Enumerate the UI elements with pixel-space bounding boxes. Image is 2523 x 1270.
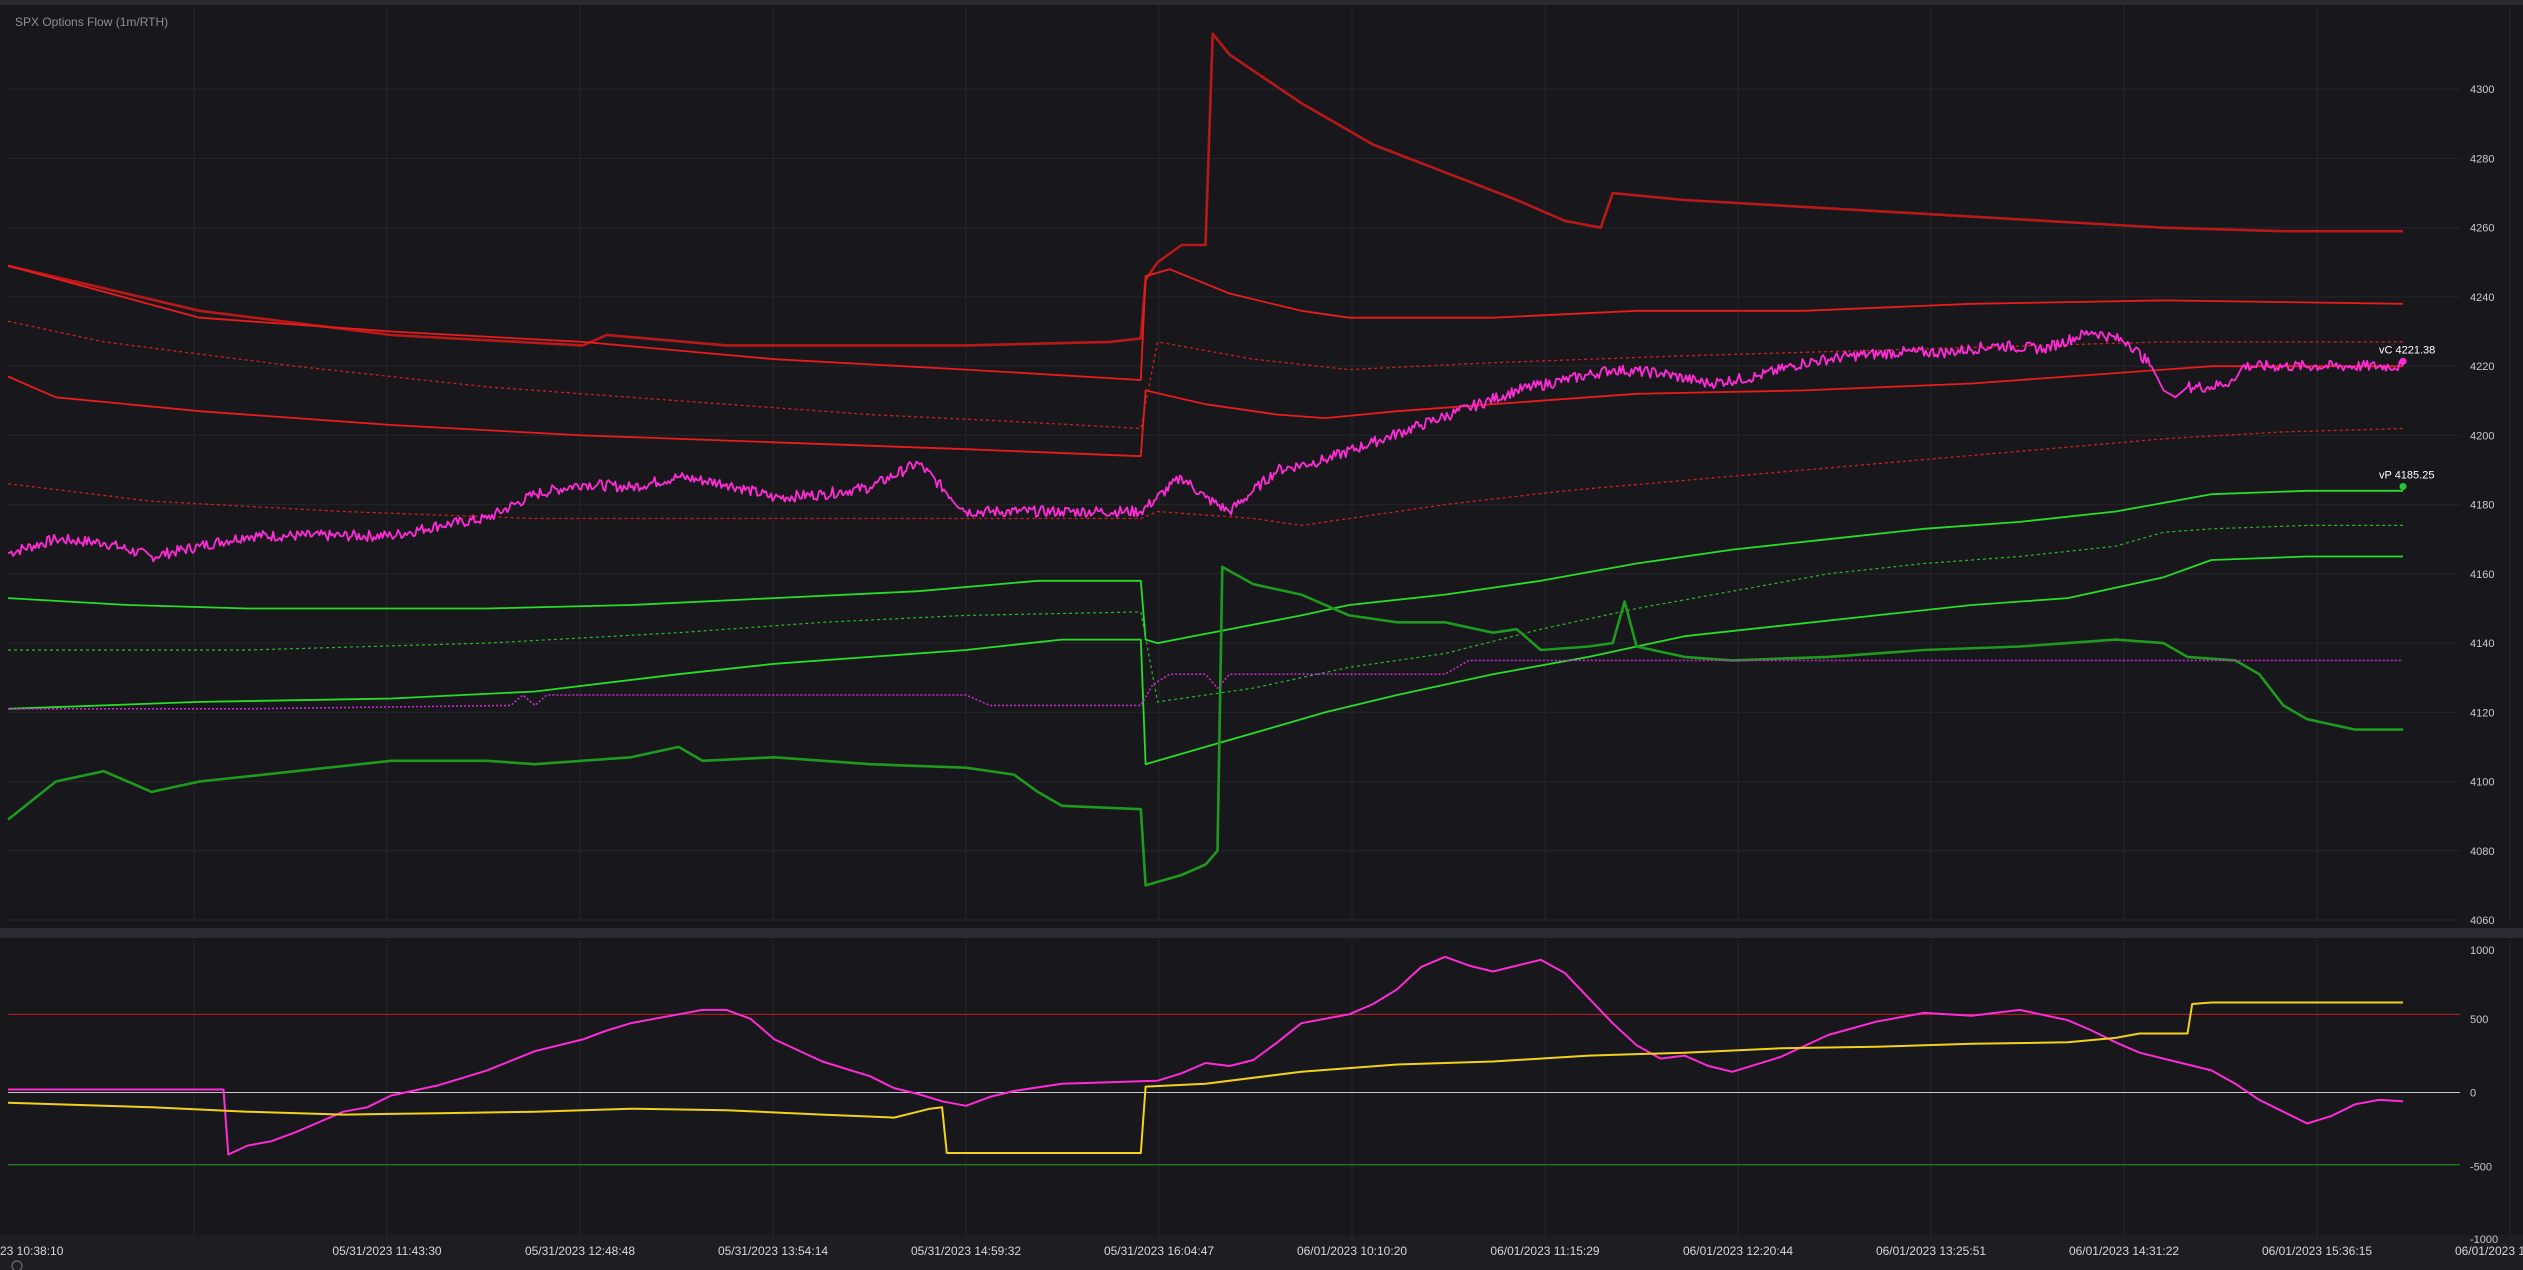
price-tick-label: 4120 [2470,707,2494,719]
upper-series-line-7 [8,524,2403,703]
upper-series-line-6 [7,555,2403,766]
flow-tick-label: -1000 [2470,1234,2498,1246]
time-tick-label: 05/31/2023 13:54:14 [718,1244,828,1258]
flow-tick-label: 0 [2470,1088,2476,1100]
upper-series-line-4 [7,427,2404,527]
time-tick-label: 06/01/2023 13:25:51 [1876,1244,1986,1258]
flow-tick-label: 500 [2470,1014,2488,1026]
price-tick-label: 4080 [2470,846,2494,858]
time-tick-label: 05/31/2023 12:48:48 [525,1244,635,1258]
callout-marker [2399,357,2407,365]
time-tick-label: 06/01/2023 15:36:15 [2262,1244,2372,1258]
upper-pane-grid [8,5,2511,921]
time-tick-label: 06/01/2023 14:31:22 [2069,1244,2179,1258]
price-tick-label: 4060 [2470,915,2494,927]
price-tick-label: 4200 [2470,430,2494,442]
lower-flow-axis[interactable]: -1000 -500 0 500 1000 [2470,945,2498,1246]
chart-title: SPX Options Flow (1m/RTH) [15,15,168,29]
time-tick-label: 05/31/2023 14:59:32 [911,1244,1021,1258]
lower-pane-series [7,955,2404,1156]
time-tick-label: 06/01/2023 10:10:20 [1297,1244,1407,1258]
upper-series-line-8 [7,565,2403,887]
flow-tick-label: -500 [2470,1161,2492,1173]
price-tick-label: 4280 [2470,153,2494,165]
upper-price-axis[interactable]: 4060 4080 4100 4120 4140 4160 4180 4200 4220 4240… [2470,84,2494,927]
lower-series-line-0 [8,955,2404,1156]
callout-label: vC 4221.38 [2379,344,2435,356]
settings-gear-icon[interactable] [11,1260,23,1270]
upper-series-line-2 [7,365,2403,458]
time-tick-label: 05/31/2023 16:04:47 [1104,1244,1214,1258]
upper-series-line-1 [7,264,2404,381]
upper-series-line-10 [7,329,2404,563]
time-tick-label: 23 10:38:10 [0,1244,64,1258]
price-tick-label: 4180 [2470,500,2494,512]
time-tick-label: 06/01/2023 12:20:44 [1683,1244,1793,1258]
lower-series-line-1 [7,1001,2403,1154]
pane-separator [0,928,2523,938]
price-tick-label: 4240 [2470,292,2494,304]
price-tick-label: 4260 [2470,223,2494,235]
flow-tick-label: 1000 [2470,945,2494,957]
price-tick-label: 4160 [2470,569,2494,581]
price-tick-label: 4140 [2470,638,2494,650]
upper-series-line-5 [7,489,2403,644]
callout-label: vP 4185.25 [2379,469,2434,481]
price-tick-label: 4220 [2470,361,2494,373]
price-tick-label: 4300 [2470,84,2494,96]
price-tick-label: 4100 [2470,777,2494,789]
time-tick-label: 06/01/2023 11:15:29 [1490,1244,1600,1258]
time-tick-label: 06/01/2023 16:41:37 [2455,1244,2523,1258]
time-tick-label: 05/31/2023 11:43:30 [332,1244,442,1258]
time-axis[interactable]: 23 10:38:10 05/31/2023 11:43:30 05/31/2023… [0,1244,2523,1258]
top-border [0,0,2523,5]
upper-series-line-9 [8,659,2403,710]
upper-series-line-0 [7,32,2403,347]
upper-series-line-3 [7,320,2403,430]
upper-pane-series [7,32,2404,887]
time-axis-strip [0,1235,2523,1270]
lower-pane-grid [8,940,2511,1240]
callout-marker [2399,482,2407,490]
value-callouts: vC 4221.38 vP 4185.25 [2379,344,2435,490]
